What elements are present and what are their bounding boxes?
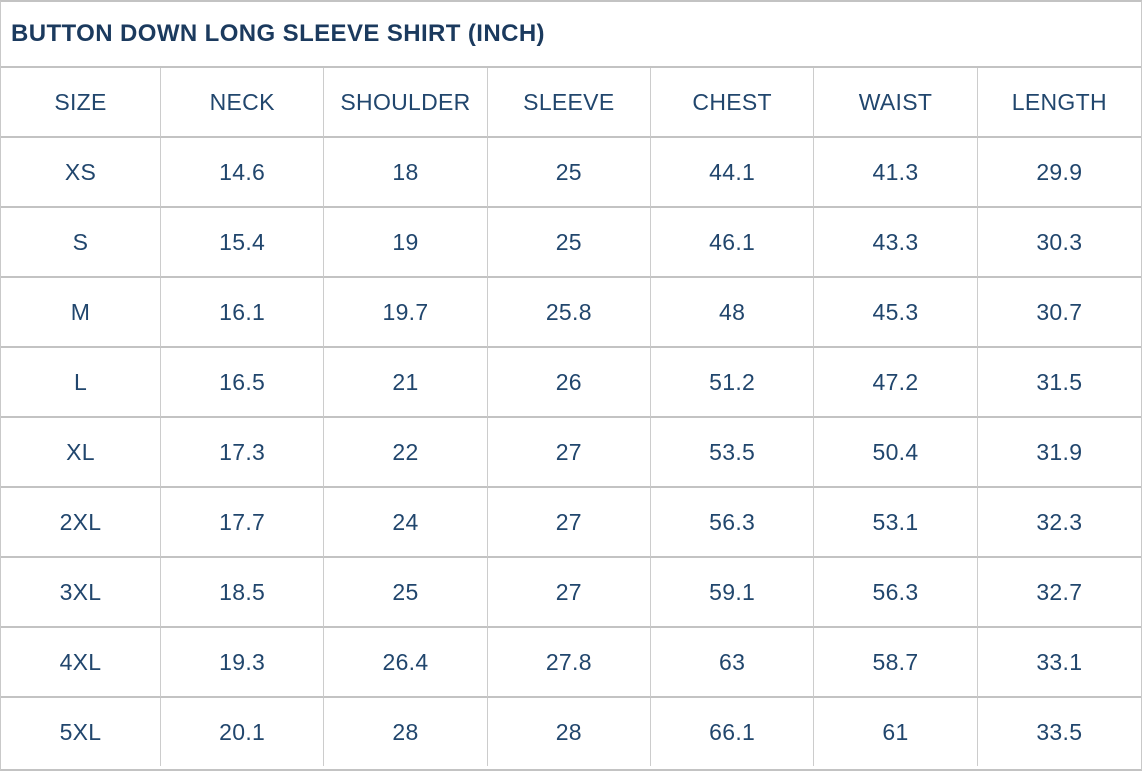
size-label-cell: XS xyxy=(1,138,161,208)
size-label-cell: 2XL xyxy=(1,488,161,558)
measurement-cell: 19.7 xyxy=(324,278,488,348)
measurement-cell: 16.1 xyxy=(161,278,325,348)
measurement-cell: 41.3 xyxy=(814,138,978,208)
header-row: SIZE NECK SHOULDER SLEEVE CHEST WAIST LE… xyxy=(1,68,1141,138)
size-label-cell: M xyxy=(1,278,161,348)
measurement-cell: 17.3 xyxy=(161,418,325,488)
measurement-cell: 27 xyxy=(487,418,651,488)
measurement-cell: 25.8 xyxy=(487,278,651,348)
column-header-length: LENGTH xyxy=(977,68,1141,138)
measurement-cell: 26.4 xyxy=(324,628,488,698)
measurement-cell: 28 xyxy=(487,698,651,766)
table-row: XL 17.3 22 27 53.5 50.4 31.9 xyxy=(1,418,1141,488)
size-table: SIZE NECK SHOULDER SLEEVE CHEST WAIST LE… xyxy=(1,68,1141,766)
measurement-cell: 30.3 xyxy=(977,208,1141,278)
measurement-cell: 27.8 xyxy=(487,628,651,698)
measurement-cell: 53.1 xyxy=(814,488,978,558)
measurement-cell: 50.4 xyxy=(814,418,978,488)
measurement-cell: 45.3 xyxy=(814,278,978,348)
measurement-cell: 53.5 xyxy=(650,418,815,488)
measurement-cell: 58.7 xyxy=(814,628,978,698)
measurement-cell: 56.3 xyxy=(650,488,815,558)
measurement-cell: 31.5 xyxy=(977,348,1141,418)
measurement-cell: 16.5 xyxy=(161,348,325,418)
size-label-cell: XL xyxy=(1,418,161,488)
measurement-cell: 27 xyxy=(487,488,651,558)
column-header-shoulder: SHOULDER xyxy=(324,68,488,138)
measurement-cell: 27 xyxy=(487,558,651,628)
column-header-chest: CHEST xyxy=(650,68,815,138)
size-label-cell: L xyxy=(1,348,161,418)
measurement-cell: 31.9 xyxy=(977,418,1141,488)
size-label-cell: 4XL xyxy=(1,628,161,698)
measurement-cell: 61 xyxy=(814,698,978,766)
measurement-cell: 25 xyxy=(487,138,651,208)
measurement-cell: 56.3 xyxy=(814,558,978,628)
measurement-cell: 28 xyxy=(324,698,488,766)
table-row: S 15.4 19 25 46.1 43.3 30.3 xyxy=(1,208,1141,278)
table-row: XS 14.6 18 25 44.1 41.3 29.9 xyxy=(1,138,1141,208)
size-label-cell: 3XL xyxy=(1,558,161,628)
measurement-cell: 47.2 xyxy=(814,348,978,418)
table-row: 2XL 17.7 24 27 56.3 53.1 32.3 xyxy=(1,488,1141,558)
measurement-cell: 59.1 xyxy=(650,558,815,628)
measurement-cell: 21 xyxy=(324,348,488,418)
measurement-cell: 26 xyxy=(487,348,651,418)
measurement-cell: 66.1 xyxy=(650,698,815,766)
measurement-cell: 25 xyxy=(487,208,651,278)
table-row: M 16.1 19.7 25.8 48 45.3 30.7 xyxy=(1,278,1141,348)
column-header-neck: NECK xyxy=(161,68,325,138)
measurement-cell: 19.3 xyxy=(161,628,325,698)
measurement-cell: 17.7 xyxy=(161,488,325,558)
table-row: 4XL 19.3 26.4 27.8 63 58.7 33.1 xyxy=(1,628,1141,698)
measurement-cell: 51.2 xyxy=(650,348,815,418)
table-row: 5XL 20.1 28 28 66.1 61 33.5 xyxy=(1,698,1141,766)
measurement-cell: 33.1 xyxy=(977,628,1141,698)
measurement-cell: 46.1 xyxy=(650,208,815,278)
measurement-cell: 30.7 xyxy=(977,278,1141,348)
measurement-cell: 32.3 xyxy=(977,488,1141,558)
size-chart-title: BUTTON DOWN LONG SLEEVE SHIRT (INCH) xyxy=(1,2,1141,68)
measurement-cell: 18.5 xyxy=(161,558,325,628)
measurement-cell: 22 xyxy=(324,418,488,488)
measurement-cell: 44.1 xyxy=(650,138,815,208)
column-header-size: SIZE xyxy=(1,68,161,138)
column-header-waist: WAIST xyxy=(814,68,978,138)
measurement-cell: 43.3 xyxy=(814,208,978,278)
measurement-cell: 19 xyxy=(324,208,488,278)
table-row: 3XL 18.5 25 27 59.1 56.3 32.7 xyxy=(1,558,1141,628)
size-label-cell: S xyxy=(1,208,161,278)
measurement-cell: 15.4 xyxy=(161,208,325,278)
measurement-cell: 48 xyxy=(650,278,815,348)
measurement-cell: 63 xyxy=(650,628,815,698)
measurement-cell: 20.1 xyxy=(161,698,325,766)
measurement-cell: 24 xyxy=(324,488,488,558)
table-row: L 16.5 21 26 51.2 47.2 31.5 xyxy=(1,348,1141,418)
measurement-cell: 32.7 xyxy=(977,558,1141,628)
measurement-cell: 29.9 xyxy=(977,138,1141,208)
column-header-sleeve: SLEEVE xyxy=(487,68,651,138)
measurement-cell: 25 xyxy=(324,558,488,628)
measurement-cell: 14.6 xyxy=(161,138,325,208)
measurement-cell: 18 xyxy=(324,138,488,208)
measurement-cell: 33.5 xyxy=(977,698,1141,766)
size-label-cell: 5XL xyxy=(1,698,161,766)
